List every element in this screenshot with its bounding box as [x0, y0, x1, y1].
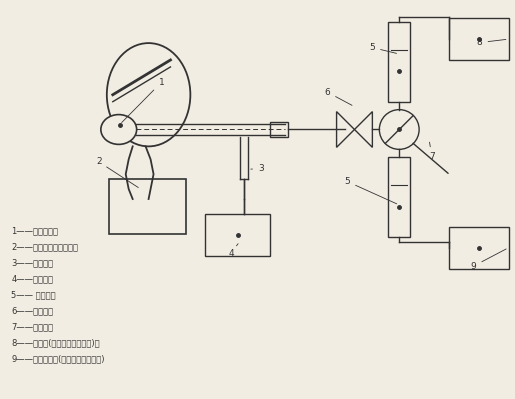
Text: 2——试验头模呼吸管道；: 2——试验头模呼吸管道； — [11, 243, 78, 252]
Text: 4——微压计；: 4——微压计； — [11, 275, 54, 283]
Text: 3——测压管；: 3——测压管； — [11, 259, 54, 268]
Ellipse shape — [107, 43, 191, 146]
Bar — [270, 122, 288, 137]
Text: 8: 8 — [477, 38, 506, 47]
Bar — [388, 22, 410, 102]
Text: 5—— 流量计；: 5—— 流量计； — [11, 290, 56, 299]
Text: 9: 9 — [471, 249, 506, 271]
Bar — [109, 179, 186, 234]
Polygon shape — [337, 112, 354, 147]
Text: 6——调节阀；: 6——调节阀； — [11, 306, 54, 315]
Text: 1——被测样品；: 1——被测样品； — [11, 227, 58, 236]
Text: 7——切换阀；: 7——切换阀； — [11, 322, 54, 331]
Text: 3: 3 — [251, 164, 264, 173]
Text: 8——抽气泵(用于吸气阻力检测)；: 8——抽气泵(用于吸气阻力检测)； — [11, 338, 100, 347]
Text: 6: 6 — [324, 88, 352, 105]
Bar — [449, 18, 509, 60]
Text: 1: 1 — [122, 78, 164, 122]
Text: 7: 7 — [429, 142, 435, 161]
Polygon shape — [354, 112, 372, 147]
Ellipse shape — [101, 115, 136, 144]
Bar — [449, 227, 509, 269]
Text: 2: 2 — [96, 157, 139, 188]
Text: 5: 5 — [345, 177, 397, 204]
Text: 4: 4 — [228, 244, 238, 258]
Text: 9——空气压缩机(用于呼气阻力检测): 9——空气压缩机(用于呼气阻力检测) — [11, 354, 105, 363]
Bar — [205, 214, 270, 256]
Bar — [388, 157, 410, 237]
Text: 5: 5 — [369, 43, 397, 53]
Circle shape — [380, 110, 419, 149]
